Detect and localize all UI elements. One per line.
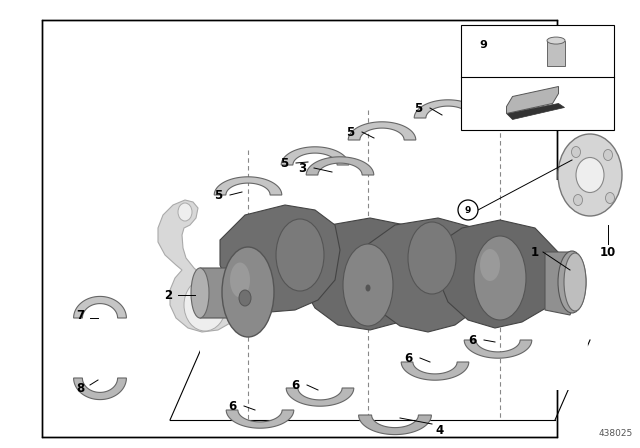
Text: 7: 7	[76, 309, 84, 322]
Text: 3: 3	[298, 161, 306, 175]
Polygon shape	[506, 86, 559, 113]
Polygon shape	[281, 147, 349, 165]
Polygon shape	[74, 378, 127, 400]
Ellipse shape	[408, 222, 456, 294]
Bar	[42, 20, 557, 437]
Polygon shape	[286, 388, 354, 406]
Polygon shape	[401, 362, 468, 380]
Bar	[461, 25, 614, 130]
Text: 8: 8	[76, 382, 84, 395]
Polygon shape	[360, 218, 492, 332]
Text: 438025: 438025	[599, 428, 633, 438]
Polygon shape	[74, 297, 127, 318]
Ellipse shape	[178, 203, 192, 221]
Polygon shape	[358, 415, 431, 435]
Polygon shape	[226, 410, 294, 428]
Polygon shape	[306, 157, 374, 175]
Circle shape	[458, 200, 478, 220]
Polygon shape	[506, 103, 564, 120]
Ellipse shape	[474, 236, 526, 320]
Bar	[547, 41, 565, 65]
Ellipse shape	[480, 249, 500, 281]
Polygon shape	[158, 200, 242, 332]
Polygon shape	[200, 180, 590, 390]
Text: 10: 10	[600, 246, 616, 258]
Polygon shape	[414, 100, 482, 118]
Polygon shape	[348, 122, 416, 140]
Ellipse shape	[184, 279, 226, 331]
Polygon shape	[200, 268, 248, 318]
Ellipse shape	[239, 290, 251, 306]
Text: 6: 6	[468, 333, 476, 346]
Ellipse shape	[343, 244, 393, 326]
Text: 9: 9	[465, 206, 471, 215]
Text: 5: 5	[214, 189, 222, 202]
Ellipse shape	[605, 193, 614, 203]
Text: 9: 9	[479, 40, 487, 51]
Text: 6: 6	[291, 379, 299, 392]
Ellipse shape	[365, 284, 371, 292]
Ellipse shape	[222, 247, 274, 337]
Ellipse shape	[564, 253, 586, 311]
Polygon shape	[545, 252, 578, 315]
Text: 5: 5	[414, 102, 422, 115]
Polygon shape	[300, 218, 430, 330]
Polygon shape	[464, 340, 532, 358]
Text: 2: 2	[164, 289, 172, 302]
Ellipse shape	[576, 158, 604, 193]
Polygon shape	[220, 205, 340, 312]
Polygon shape	[432, 220, 558, 328]
Polygon shape	[214, 177, 282, 195]
Ellipse shape	[558, 134, 622, 216]
Text: 1: 1	[531, 246, 539, 258]
Ellipse shape	[191, 268, 209, 318]
Text: 5: 5	[346, 125, 354, 138]
Ellipse shape	[547, 37, 565, 44]
Ellipse shape	[230, 263, 250, 297]
Text: 4: 4	[436, 423, 444, 436]
Ellipse shape	[604, 150, 612, 160]
Text: 6: 6	[228, 400, 236, 413]
Ellipse shape	[572, 146, 580, 158]
Text: 5: 5	[280, 156, 288, 169]
Ellipse shape	[276, 219, 324, 291]
Text: 6: 6	[404, 352, 412, 365]
Ellipse shape	[573, 194, 582, 206]
Ellipse shape	[558, 251, 586, 313]
